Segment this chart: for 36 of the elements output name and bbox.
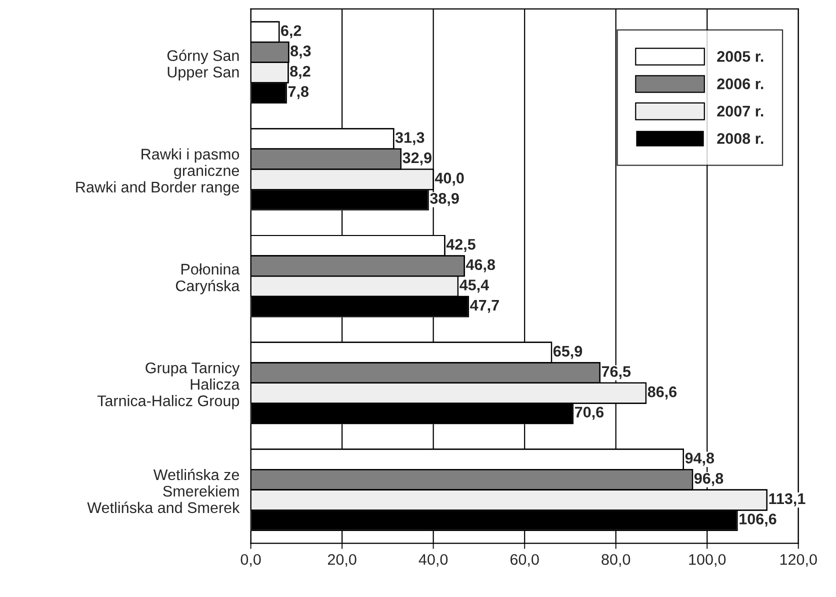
y-tick-label: Grupa Tarnicy Halicza Tarnica-Halicz Group xyxy=(97,362,240,410)
data-label: 45,4 xyxy=(460,280,490,293)
data-label: 40,0 xyxy=(434,172,464,186)
data-label: 7,8 xyxy=(288,86,309,100)
legend-label: 2005 r. xyxy=(717,51,764,62)
y-tick-label: Wetlińska ze Smerekiem Wetlińska and Smerek xyxy=(87,468,240,514)
data-label: 6,2 xyxy=(281,25,302,38)
data-label: 42,5 xyxy=(446,238,476,252)
data-label: 47,7 xyxy=(470,300,499,313)
legend-label: 2006 r. xyxy=(717,78,764,90)
x-tick-label: 20,0 xyxy=(328,554,356,567)
x-tick-label: 60,0 xyxy=(510,554,539,567)
x-tick-label: 40,0 xyxy=(418,554,448,567)
data-label: 86,6 xyxy=(648,386,677,400)
y-tick-label: Górny San Upper San xyxy=(167,50,239,81)
data-label: 96,8 xyxy=(694,472,724,486)
data-label: 106,6 xyxy=(740,514,776,527)
data-label: 94,8 xyxy=(685,452,714,466)
x-tick-label: 0,0 xyxy=(240,554,261,567)
data-label: 70,6 xyxy=(575,406,604,420)
x-tick-label: 100,0 xyxy=(689,554,726,567)
legend-label: 2007 r. xyxy=(717,106,764,117)
data-label: 8,3 xyxy=(290,46,311,59)
data-label: 76,5 xyxy=(602,366,631,380)
x-tick-label: 80,0 xyxy=(602,554,630,567)
data-label: 113,1 xyxy=(769,493,806,506)
legend-label: 2008 r. xyxy=(717,133,764,144)
data-label: 8,2 xyxy=(290,66,310,79)
y-tick-label: Rawki i pasmo graniczne Rawki and Border range xyxy=(76,148,240,196)
data-label: 38,9 xyxy=(430,192,459,206)
data-label: 31,3 xyxy=(395,132,424,146)
data-label: 65,9 xyxy=(553,346,582,359)
data-label: 32,9 xyxy=(402,152,432,166)
data-label: 46,8 xyxy=(466,259,496,272)
x-tick-label: 120,0 xyxy=(780,554,817,567)
y-tick-label: Połonina Caryńska xyxy=(176,263,240,294)
